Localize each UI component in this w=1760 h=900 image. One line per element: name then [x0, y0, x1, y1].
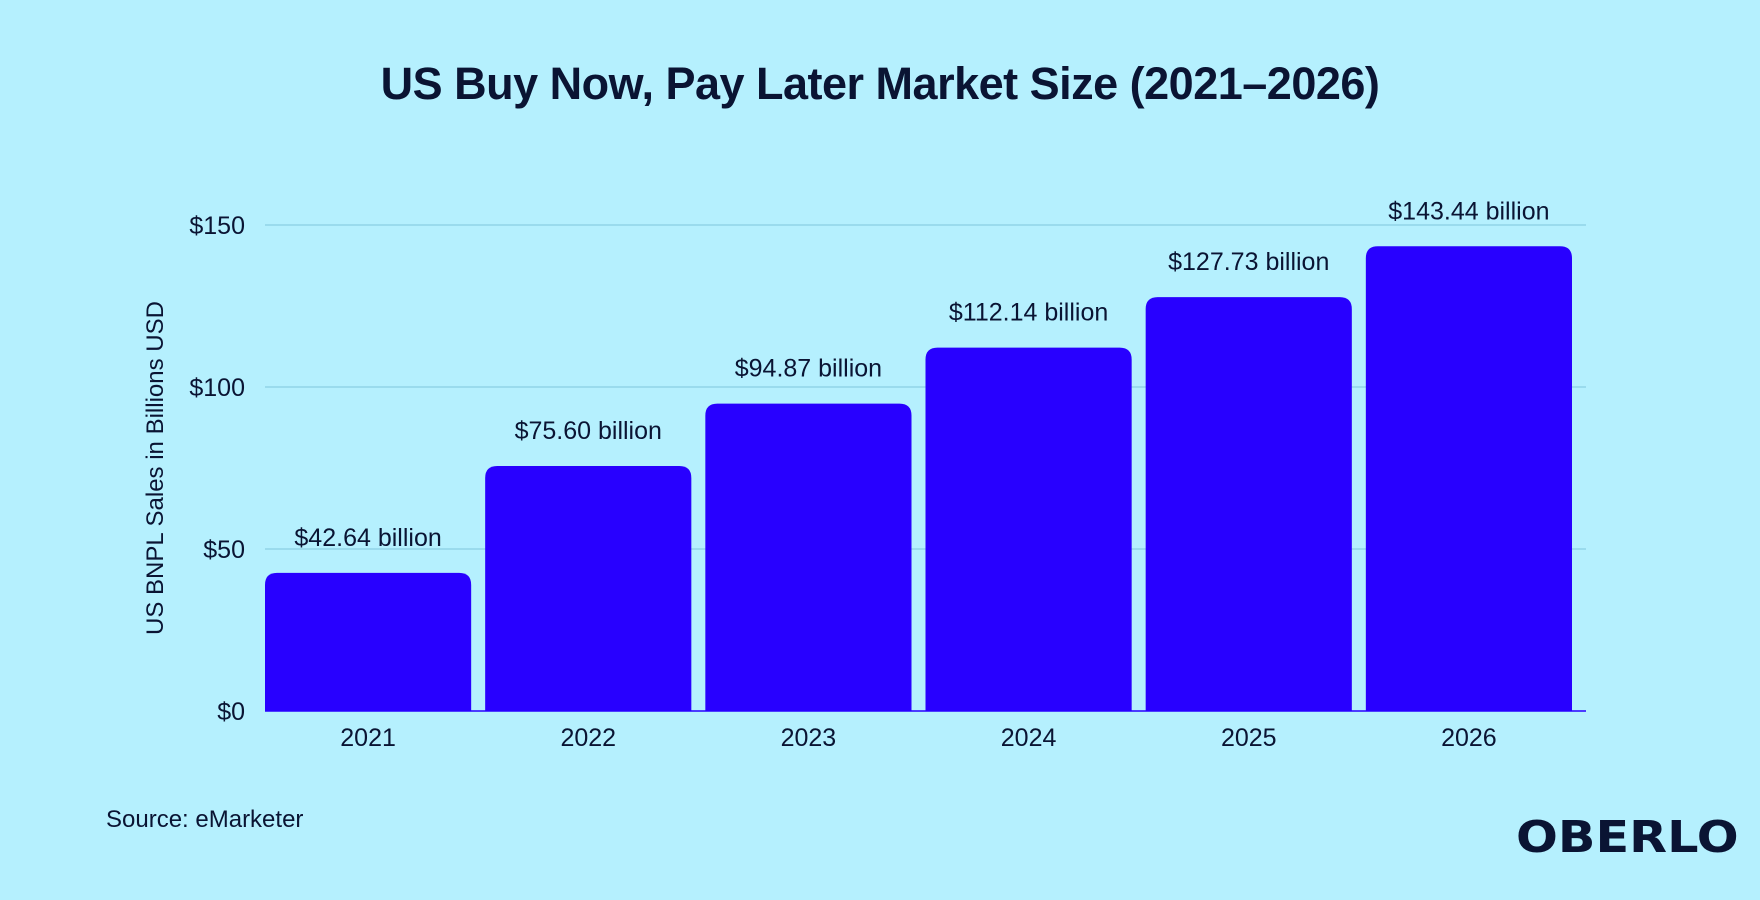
data-label-2022: $75.60 billion [515, 417, 662, 445]
bar-2024 [925, 347, 1132, 711]
x-tick-label-2023: 2023 [781, 724, 837, 752]
source-note: Source: eMarketer [106, 806, 304, 833]
oberlo-logo: OBERLO [1516, 812, 1739, 863]
data-label-2024: $112.14 billion [949, 299, 1108, 327]
x-tick-label-2021: 2021 [340, 724, 396, 752]
data-label-2026: $143.44 billion [1388, 197, 1549, 225]
x-tick-label-2026: 2026 [1441, 724, 1497, 752]
y-tick-label: $150 [189, 212, 245, 240]
x-tick-label-2022: 2022 [560, 724, 616, 752]
x-tick-label-2024: 2024 [1001, 724, 1057, 752]
data-label-2023: $94.87 billion [735, 355, 882, 383]
data-label-2025: $127.73 billion [1168, 248, 1329, 276]
y-tick-label: $50 [203, 536, 245, 564]
bar-2022 [485, 466, 692, 711]
y-axis-title: US BNPL Sales in Billions USD [142, 301, 169, 635]
bar-2021 [265, 572, 472, 711]
y-tick-label: $100 [189, 374, 245, 402]
y-tick-label: $0 [217, 698, 245, 726]
chart-title: US Buy Now, Pay Later Market Size (2021–… [380, 58, 1380, 109]
bar-2023 [705, 403, 912, 711]
data-label-2021: $42.64 billion [294, 524, 441, 552]
x-tick-label-2025: 2025 [1221, 724, 1277, 752]
bar-2026 [1365, 246, 1572, 711]
bar-2025 [1145, 297, 1352, 711]
